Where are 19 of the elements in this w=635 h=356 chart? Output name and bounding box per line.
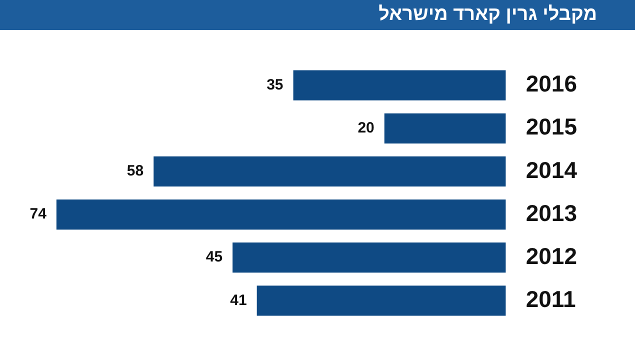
y-tick-label: 2015 — [526, 114, 578, 140]
y-tick-label: 2016 — [526, 70, 578, 97]
chart-title: מקבלי גרין קארד מישראל — [0, 0, 635, 30]
y-tick-label: 2012 — [526, 242, 578, 269]
y-tick-label: 2014 — [526, 156, 578, 183]
bar — [384, 113, 506, 144]
bar — [293, 70, 506, 100]
data-label: 35 — [266, 76, 284, 94]
bar — [232, 242, 506, 273]
data-label: 58 — [126, 162, 144, 180]
y-tick-label: 2013 — [526, 200, 578, 226]
data-label: 74 — [30, 206, 48, 223]
bar — [56, 199, 506, 230]
bar — [154, 156, 506, 187]
data-label: 45 — [206, 248, 223, 266]
data-label: 41 — [230, 292, 247, 309]
data-label: 20 — [358, 120, 374, 137]
y-tick-label: 2011 — [526, 286, 576, 312]
bar — [256, 286, 506, 316]
